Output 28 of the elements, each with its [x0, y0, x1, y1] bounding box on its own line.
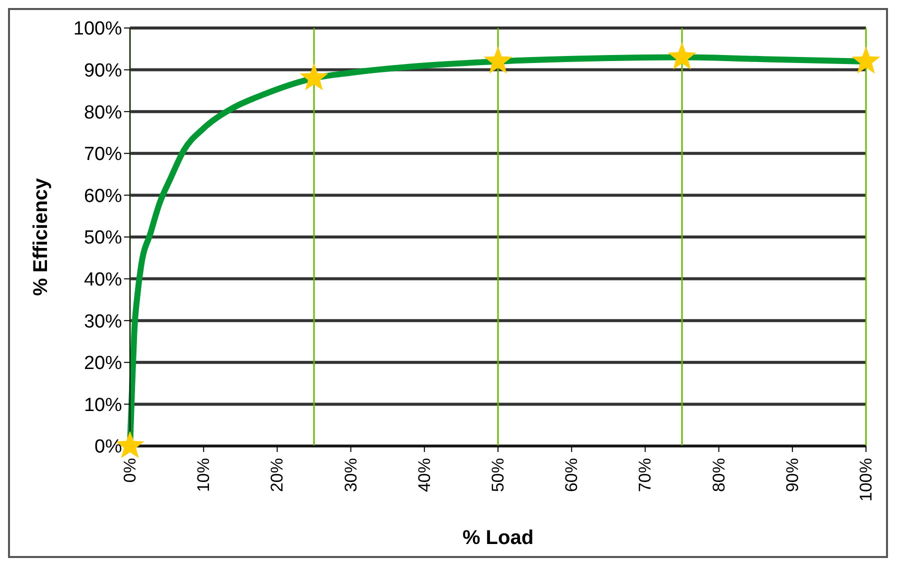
x-tick-label: 30% — [341, 458, 360, 492]
y-tick-label: 40% — [84, 270, 122, 291]
x-tick-label: 10% — [194, 458, 214, 492]
y-tick-label: 60% — [84, 186, 122, 207]
point — [300, 63, 328, 90]
x-tick-label: 20% — [268, 458, 287, 492]
y-axis-title: % Efficiency — [30, 177, 52, 296]
x-tick-label: 40% — [414, 458, 434, 492]
y-tick-label: 20% — [84, 353, 122, 374]
y-tick-label: 30% — [84, 311, 122, 332]
point — [852, 46, 880, 74]
x-tick-label: 70% — [636, 458, 655, 492]
y-tick-label: 10% — [84, 394, 122, 416]
x-tick-label: 50% — [488, 458, 508, 492]
y-tick-label: 90% — [84, 60, 122, 82]
x-tick-label: 60% — [562, 458, 582, 492]
point — [668, 42, 696, 70]
y-tick-label: 0% — [94, 436, 122, 458]
y-tick-label: 80% — [84, 102, 122, 124]
x-tick-label: 80% — [709, 458, 728, 492]
x-tick-label: 100% — [856, 458, 876, 502]
x-tick-label: 90% — [782, 458, 802, 492]
point — [484, 46, 512, 74]
x-tick-label: 0% — [120, 458, 140, 483]
y-tick-label: 50% — [84, 228, 122, 249]
y-tick-label: 100% — [73, 18, 122, 40]
y-tick-label: 70% — [84, 144, 122, 166]
x-axis-title: % Load — [462, 527, 534, 549]
